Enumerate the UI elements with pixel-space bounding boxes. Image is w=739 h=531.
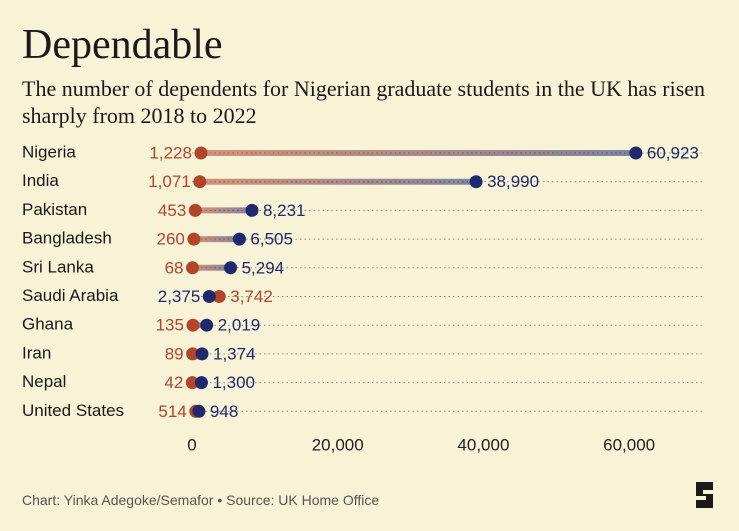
category-label: Iran [22,343,51,362]
category-label: Pakistan [22,200,87,219]
chart-footer: Chart: Yinka Adegoke/Semafor • Source: U… [22,492,380,508]
x-tick-label: 40,000 [457,435,509,454]
category-label: Bangladesh [22,229,112,248]
dot [193,175,207,189]
value-label: 60,923 [647,143,699,162]
dot [194,376,208,390]
value-label: 5,294 [242,258,285,277]
logo [696,482,713,508]
dot [194,146,208,160]
category-label: United States [22,401,124,420]
dot [188,203,202,217]
dot [629,146,643,160]
value-label: 89 [165,344,184,363]
value-label: 8,231 [263,201,306,220]
x-tick-label: 20,000 [312,435,364,454]
category-label: India [22,171,59,190]
x-tick-label: 0 [187,435,196,454]
value-label: 1,228 [149,143,192,162]
value-label: 1,374 [213,344,256,363]
dot [192,404,206,418]
dot [224,261,238,275]
value-label: 260 [157,230,185,249]
value-label: 6,505 [250,230,293,249]
category-label: Ghana [22,315,74,334]
category-label: Saudi Arabia [22,286,119,305]
category-label: Nigeria [22,142,76,161]
dot [232,232,246,246]
category-label: Sri Lanka [22,257,94,276]
value-label: 3,742 [230,287,273,306]
value-label: 135 [156,316,184,335]
dot [185,376,199,390]
value-label: 38,990 [487,172,539,191]
chart-title: Dependable [22,22,223,68]
value-label: 1,300 [212,373,255,392]
value-label: 948 [210,402,238,421]
dot [469,175,483,189]
dot [185,261,199,275]
dot [200,318,214,332]
value-label: 1,071 [148,172,191,191]
value-label: 68 [165,258,184,277]
dot [187,232,201,246]
dot [245,203,259,217]
dot [202,290,216,303]
value-label: 453 [158,201,186,220]
dot [186,347,200,361]
x-tick-label: 60,000 [603,435,655,454]
value-label: 514 [158,402,186,421]
dot [212,290,226,303]
value-label: 2,019 [218,316,261,335]
dot [195,347,209,361]
value-label: 42 [164,373,183,392]
value-label: 2,375 [158,287,201,306]
dot [186,318,200,332]
chart-subtitle: The number of dependents for Nigerian gr… [22,76,706,128]
category-label: Nepal [22,372,66,391]
